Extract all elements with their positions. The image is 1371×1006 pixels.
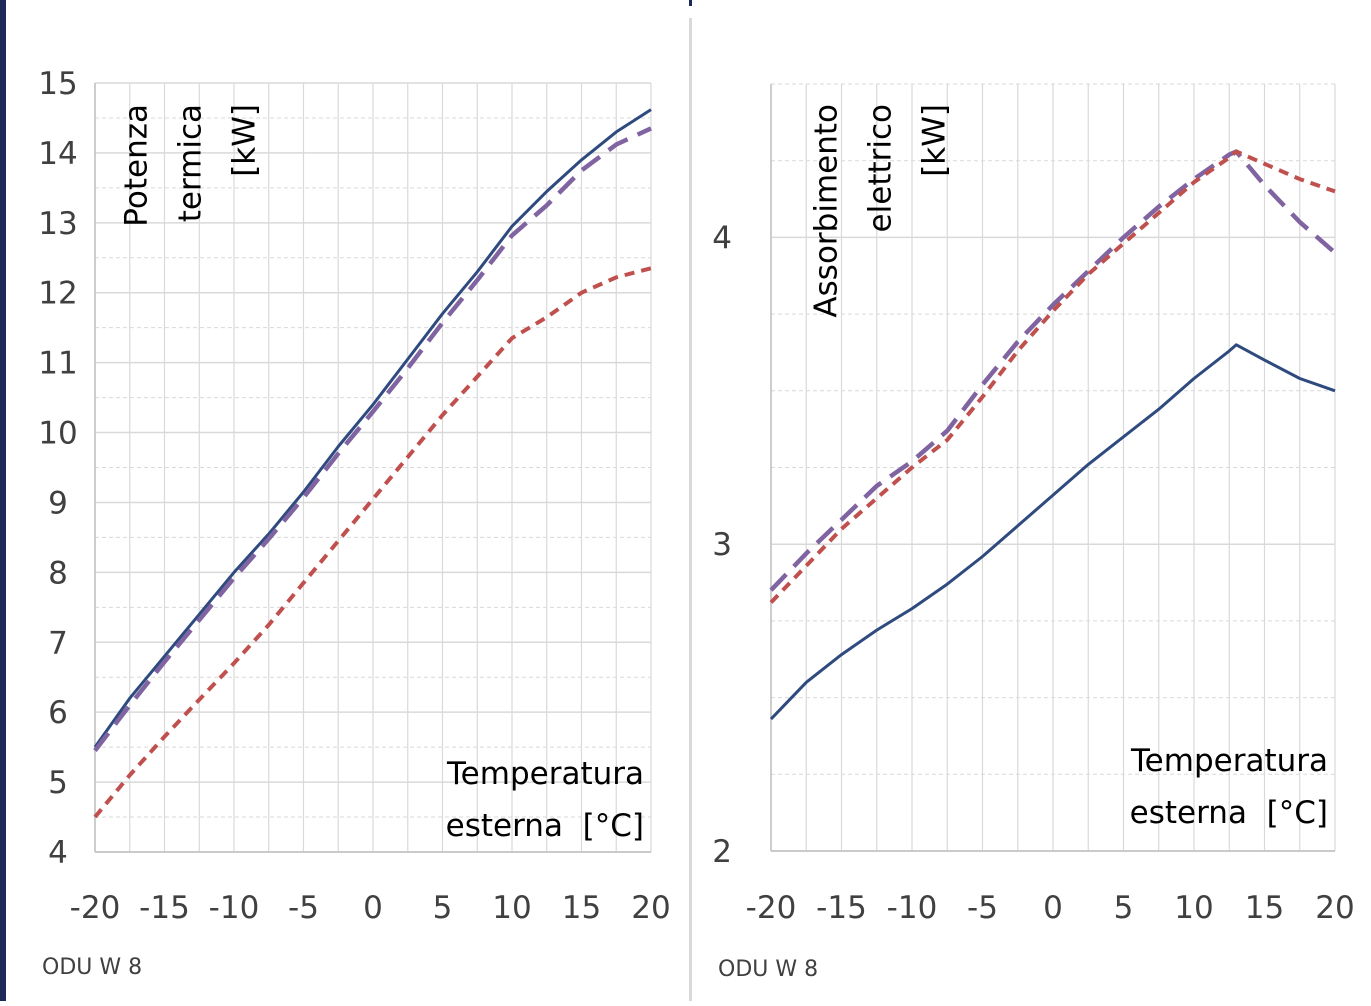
y-quantity-annotation: termica — [172, 104, 208, 222]
y-tick-label: 11 — [38, 346, 77, 382]
series-line-short-dash — [93, 266, 652, 819]
x-tick-label: 5 — [433, 890, 453, 926]
y-tick-label: 13 — [38, 206, 77, 242]
y-tick-label: 5 — [48, 765, 68, 801]
footer-label: ODU W 8 — [718, 957, 819, 982]
x-tick-label: -10 — [887, 890, 938, 926]
y-quantity-annotation: Potenza — [118, 104, 154, 227]
plot-area — [94, 82, 652, 853]
series-line-solid — [93, 108, 652, 748]
series-line-long-dash — [93, 126, 652, 752]
x-tick-label: -20 — [746, 890, 797, 926]
x-tick-label: -10 — [209, 890, 260, 926]
x-tick-label: 15 — [1245, 890, 1284, 926]
x-tick-label: 10 — [492, 890, 531, 926]
y-tick-label: 14 — [38, 136, 77, 172]
x-tick-label: -20 — [70, 890, 121, 926]
y-tick-label: 15 — [38, 66, 77, 102]
x-axis-annotation: Temperatura — [1130, 743, 1328, 779]
x-tick-label: -15 — [139, 890, 190, 926]
y-tick-label: 6 — [48, 695, 68, 731]
y-tick-label: 12 — [38, 276, 77, 312]
x-tick-label: 20 — [631, 890, 670, 926]
y-tick-label: 7 — [48, 625, 68, 661]
y-tick-label: 4 — [48, 835, 68, 871]
series-line-short-dash — [769, 149, 1336, 604]
x-axis-annotation: Temperatura — [446, 756, 644, 792]
x-tick-label: -15 — [816, 890, 867, 926]
plot-area — [770, 83, 1336, 852]
x-tick-label: -5 — [288, 890, 319, 926]
x-axis-annotation: esterna [°C] — [446, 808, 644, 844]
y-tick-label: 8 — [48, 555, 68, 591]
footer-label: ODU W 8 — [42, 955, 143, 980]
panel-divider — [689, 18, 692, 1001]
x-tick-label: -5 — [967, 890, 998, 926]
y-tick-label: 2 — [712, 834, 732, 870]
series-line-solid — [769, 343, 1336, 721]
y-quantity-annotation: [kW] — [916, 104, 952, 177]
series-line-long-dash — [769, 149, 1337, 592]
electrical-absorption-panel: 2 3 4 -20 -15 -10 -5 0 5 10 15 20 Assorbimento elettr… — [692, 0, 1371, 1001]
y-tick-label: 4 — [712, 220, 732, 256]
x-tick-label: 10 — [1174, 890, 1213, 926]
x-tick-label: 0 — [363, 890, 383, 926]
y-quantity-annotation: elettrico — [862, 104, 898, 232]
x-axis-annotation: esterna [°C] — [1130, 795, 1328, 831]
y-tick-label: 9 — [48, 485, 68, 521]
y-quantity-annotation: [kW] — [226, 104, 262, 177]
x-tick-label: 20 — [1315, 890, 1354, 926]
y-tick-label: 10 — [38, 416, 77, 452]
electrical-absorption-chart: 2 3 4 -20 -15 -10 -5 0 5 10 15 20 Assorbimento elettr… — [712, 83, 1355, 926]
x-tick-label: 5 — [1114, 890, 1134, 926]
x-tick-label: 0 — [1043, 890, 1063, 926]
y-tick-label: 3 — [712, 527, 732, 563]
thermal-power-chart: 4 5 6 7 8 9 10 11 12 13 14 15 -20 -15 -10 -5 0 5 10 15 20 Pot… — [38, 66, 670, 926]
thermal-power-panel: 4 5 6 7 8 9 10 11 12 13 14 15 -20 -15 -10 -5 0 5 10 15 20 Pot… — [6, 0, 689, 1001]
y-quantity-annotation: Assorbimento — [808, 104, 844, 318]
x-tick-label: 15 — [562, 890, 601, 926]
